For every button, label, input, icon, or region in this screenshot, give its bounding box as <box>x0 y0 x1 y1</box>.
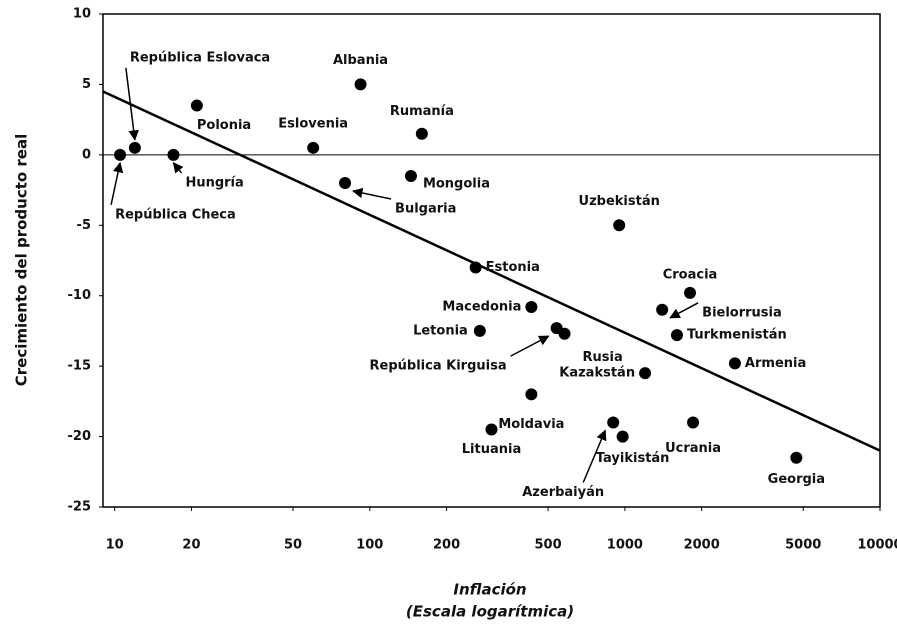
arrow <box>125 67 139 141</box>
point <box>728 357 741 370</box>
point-label: República Kirguisa <box>370 359 507 374</box>
x-tick-label: 1000 <box>607 538 643 553</box>
y-tick-label: -10 <box>68 288 92 303</box>
point-label: Estonia <box>486 260 540 275</box>
y-tick-label: 0 <box>82 147 91 162</box>
point <box>613 219 626 232</box>
x-tick-label: 2000 <box>684 538 720 553</box>
x-tick-label: 200 <box>433 538 460 553</box>
x-tick-label: 20 <box>182 538 200 553</box>
point-label: Eslovenia <box>278 116 348 131</box>
point <box>639 367 652 380</box>
point <box>790 451 803 464</box>
x-tick-label: 10000 <box>857 538 897 553</box>
point-label: Kazakstán <box>559 366 635 381</box>
arrow <box>172 162 184 174</box>
point-label: Croacia <box>663 267 718 282</box>
x-tick-label: 10 <box>106 538 124 553</box>
point <box>616 430 629 443</box>
point <box>167 148 180 161</box>
point-label: Tayikistán <box>596 451 670 466</box>
point <box>354 78 367 91</box>
x-tick-label: 100 <box>356 538 383 553</box>
point-label: Lituania <box>462 442 521 457</box>
point-label: República Eslovaca <box>130 50 270 65</box>
point <box>469 261 482 274</box>
point <box>670 329 683 342</box>
point-label: Rusia <box>583 350 623 365</box>
point-label: Polonia <box>197 118 251 133</box>
point <box>525 300 538 313</box>
y-axis-label: Crecimiento del producto real <box>13 134 31 387</box>
y-tick-label: 10 <box>73 7 91 22</box>
point-label: Uzbekistán <box>579 194 660 209</box>
trend-line <box>102 90 881 452</box>
point-label: Letonia <box>413 323 468 338</box>
point <box>128 141 141 154</box>
point-label: Hungría <box>185 175 243 190</box>
arrow <box>582 429 607 483</box>
point-label: Albania <box>333 53 388 68</box>
y-tick-label: -25 <box>68 500 92 515</box>
x-tick-label: 500 <box>535 538 562 553</box>
point <box>415 127 428 140</box>
y-tick-label: -5 <box>77 218 91 233</box>
x-axis-note: (Escala logarítmica) <box>406 603 574 621</box>
point-label: República Checa <box>115 207 236 222</box>
point <box>114 148 127 161</box>
point <box>607 416 620 429</box>
plot-frame <box>102 13 881 508</box>
point <box>485 423 498 436</box>
point <box>339 177 352 190</box>
point-label: Georgia <box>768 472 825 487</box>
point <box>307 141 320 154</box>
point-label: Armenia <box>745 356 806 371</box>
y-tick-label: -15 <box>68 359 92 374</box>
point-label: Bielorrusia <box>702 305 782 320</box>
arrow <box>510 335 550 357</box>
point-label: Turkmenistán <box>687 328 787 343</box>
x-tick-label: 5000 <box>785 538 821 553</box>
point <box>473 324 486 337</box>
y-tick-label: -20 <box>68 429 92 444</box>
x-tick-label: 50 <box>284 538 302 553</box>
point <box>684 286 697 299</box>
point <box>190 99 203 112</box>
point <box>558 327 571 340</box>
point <box>656 303 669 316</box>
arrow <box>669 302 699 319</box>
point <box>404 169 417 182</box>
point <box>525 388 538 401</box>
point-label: Bulgaria <box>395 202 456 217</box>
point-label: Macedonia <box>442 299 521 314</box>
point <box>687 416 700 429</box>
x-axis-label: Inflación <box>453 581 526 599</box>
arrow <box>110 161 124 206</box>
point-label: Rumanía <box>390 104 454 119</box>
point-label: Ucrania <box>665 441 721 456</box>
arrow <box>352 187 392 200</box>
point-label: Moldavia <box>498 417 564 432</box>
y-tick-label: 5 <box>82 77 91 92</box>
point-label: Mongolia <box>423 176 490 191</box>
point-label: Azerbaiyán <box>522 485 604 500</box>
